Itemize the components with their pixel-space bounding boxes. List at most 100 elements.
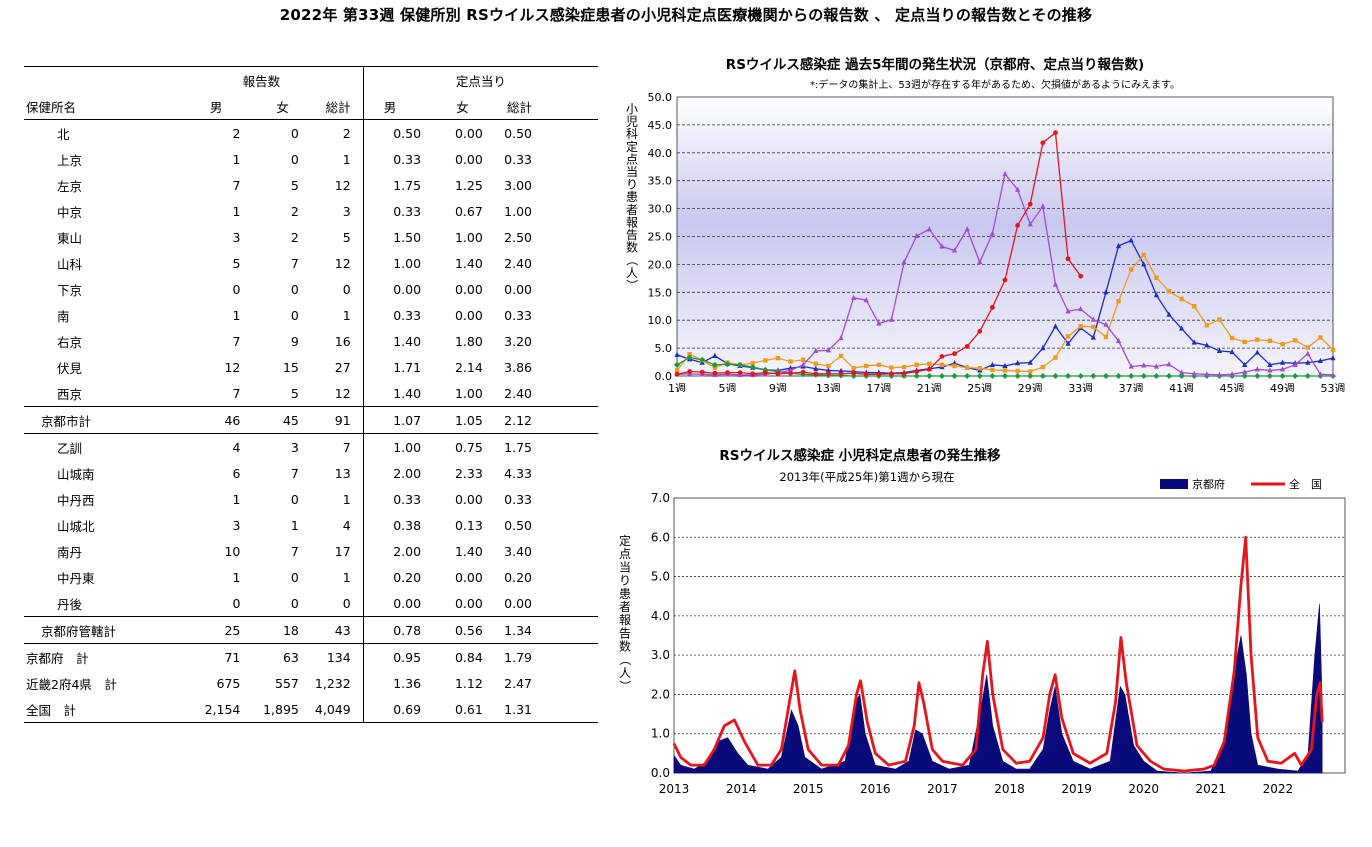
chart1-data-point xyxy=(1304,373,1311,379)
cell-pt: 3.00 xyxy=(504,177,532,193)
cell-pm: 1.36 xyxy=(362,670,422,696)
cell-pt: 2.50 xyxy=(504,229,532,245)
cell-pt: 0.33 xyxy=(504,307,532,323)
chart1-data-point xyxy=(800,357,806,363)
chart1-data-point xyxy=(1065,308,1071,314)
chart1-data-point xyxy=(1052,373,1059,379)
chart1-x-tick: 41週 xyxy=(1169,382,1194,392)
chart1-data-point xyxy=(838,334,844,341)
chart1-data-point xyxy=(901,371,907,377)
cell-m: 3 xyxy=(232,517,241,533)
chart1-data-point xyxy=(1318,335,1323,340)
cell-pm: 1.40 xyxy=(362,380,422,407)
chart1-data-point xyxy=(750,371,756,377)
column-header-male: 男 xyxy=(160,93,241,120)
chart2-legend-swatch xyxy=(1251,482,1285,486)
chart2-legend: 京都府 全 国 xyxy=(1160,477,1322,491)
cell-t: 4 xyxy=(342,517,351,533)
chart1-data-point xyxy=(1078,305,1084,312)
chart1-data-point xyxy=(674,361,680,368)
cell-m: 0 xyxy=(232,281,241,297)
chart1-data-point xyxy=(687,369,693,374)
chart1-data-point xyxy=(863,371,869,377)
chart1-x-tick: 13週 xyxy=(816,382,841,392)
cell-m: 7 xyxy=(232,177,241,193)
column-header-female-per-point: 女 xyxy=(421,93,483,120)
chart1-data-point xyxy=(1279,373,1286,379)
chart2-series-line xyxy=(672,535,1324,773)
cell-t: 1 xyxy=(342,569,351,585)
chart2-y-label-char: 告 xyxy=(619,626,631,640)
table-row: 上京 1 0 1 0.33 0.00 0.33 xyxy=(24,146,598,172)
chart1-data-point xyxy=(1292,361,1298,367)
chart1-data-point xyxy=(1039,373,1046,379)
chart1-x-tick: 17週 xyxy=(866,382,891,392)
report-table: 報告数 定点当り 保健所名 男 女 総計 男 女 総計 北 2 0 2 0.50 0.00… xyxy=(24,66,598,723)
chart1-data-point xyxy=(1077,373,1084,379)
cell-f: 0 xyxy=(290,569,299,585)
cell-m: 25 xyxy=(160,616,241,644)
row-label: 北 xyxy=(57,126,70,142)
cell-m: 4 xyxy=(232,439,241,455)
chart1-data-point xyxy=(1267,338,1273,344)
chart1-data-point xyxy=(1153,363,1159,369)
chart1-data-point xyxy=(926,366,932,372)
chart1-data-point xyxy=(1254,373,1261,379)
cell-pt: 0.33 xyxy=(504,151,532,167)
chart1-data-point xyxy=(1229,371,1235,377)
chart1-data-point xyxy=(1103,334,1109,340)
row-label: 近畿2府4県 計 xyxy=(26,676,117,692)
cell-pm: 1.71 xyxy=(362,354,422,380)
cell-t: 12 xyxy=(334,255,351,271)
chart1-data-point xyxy=(1242,339,1247,345)
chart1-data-point xyxy=(1002,362,1008,369)
chart2-x-tick: 2021 xyxy=(1196,782,1227,796)
chart2-y-tick: 5.0 xyxy=(651,570,670,584)
cell-pt: 3.20 xyxy=(504,333,532,349)
chart2-y-label-char: 点 xyxy=(619,547,631,561)
cell-pm: 0.33 xyxy=(362,302,422,328)
cell-pm: 1.75 xyxy=(362,172,422,198)
cell-pt: 0.50 xyxy=(504,125,532,141)
chart1-y-label-char: 報 xyxy=(626,215,638,229)
chart2-series xyxy=(672,535,1324,774)
chart1-data-point xyxy=(1330,355,1336,361)
row-label: 上京 xyxy=(57,152,83,168)
cell-pf: 1.80 xyxy=(454,333,483,349)
chart1-data-point xyxy=(1027,201,1033,207)
cell-f: 7 xyxy=(290,543,299,559)
table-row: 西京 7 5 12 1.40 1.00 2.40 xyxy=(24,380,598,407)
table-row: 中丹西 1 0 1 0.33 0.00 0.33 xyxy=(24,486,598,512)
table-row: 南 1 0 1 0.33 0.00 0.33 xyxy=(24,302,598,328)
cell-pf: 1.00 xyxy=(454,385,483,401)
chart1-data-point xyxy=(762,370,768,376)
chart1-data-point xyxy=(1217,317,1222,322)
chart1-data-point xyxy=(863,297,869,303)
chart1-data-point xyxy=(964,344,970,349)
row-label: 中丹西 xyxy=(57,492,95,508)
chart1-data-point xyxy=(674,368,680,373)
cell-m: 675 xyxy=(216,675,241,691)
chart1-data-point xyxy=(686,354,693,361)
chart1-data-point xyxy=(1090,373,1097,379)
chart1-data-point xyxy=(1040,345,1046,351)
trend-area-chart: RSウイルス感染症 小児科定点患者の発生推移 2013年(平成25年)第1週から… xyxy=(618,447,1346,796)
cell-t: 12 xyxy=(334,177,351,193)
chart1-data-point xyxy=(977,365,982,371)
chart1-data-point xyxy=(813,361,818,366)
chart1-data-point xyxy=(1166,311,1172,317)
chart1-data-point xyxy=(1191,339,1197,345)
chart1-data-point xyxy=(876,371,882,377)
table-row: 丹後 0 0 0 0.00 0.00 0.00 xyxy=(24,590,598,617)
chart1-data-point xyxy=(951,247,958,253)
table-group-header-row: 報告数 定点当り xyxy=(24,66,598,93)
cell-m: 5 xyxy=(232,255,241,271)
chart1-data-point xyxy=(1052,323,1059,329)
chart1-data-point xyxy=(1179,369,1185,375)
chart2-y-tick: 0.0 xyxy=(651,766,670,780)
row-label: 全国 計 xyxy=(24,696,161,723)
chart1-x-tick: 25週 xyxy=(967,382,992,392)
cell-pm: 0.50 xyxy=(362,119,422,146)
chart1-data-point xyxy=(750,360,755,366)
row-label: 中丹東 xyxy=(57,570,95,586)
